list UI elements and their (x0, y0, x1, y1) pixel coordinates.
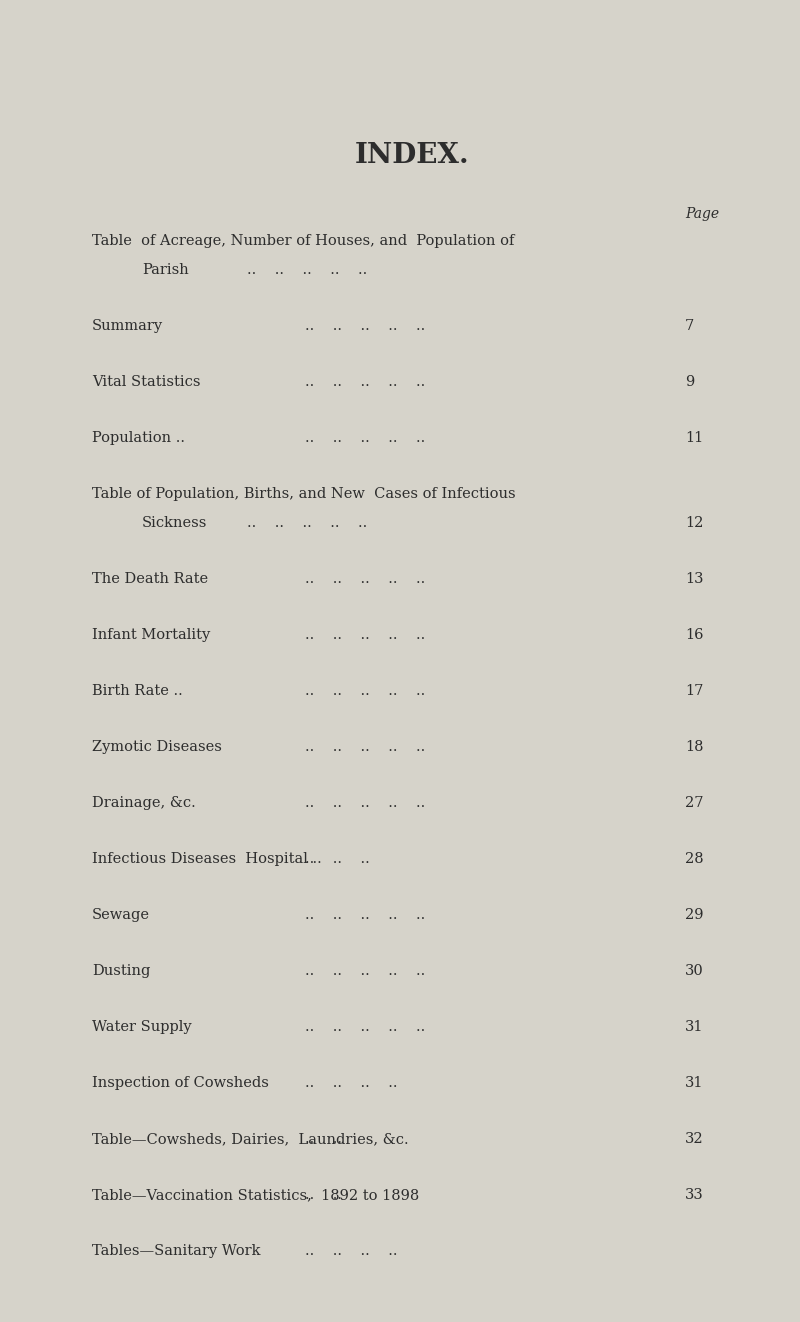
Text: 18: 18 (685, 740, 703, 755)
Text: Infant Mortality: Infant Mortality (92, 628, 210, 642)
Text: ..    ..    ..: .. .. .. (305, 853, 370, 866)
Text: ..    ..    ..    ..    ..: .. .. .. .. .. (305, 964, 426, 978)
Text: ..    ..    ..    ..    ..: .. .. .. .. .. (247, 516, 367, 530)
Text: Birth Rate ..: Birth Rate .. (92, 685, 182, 698)
Text: ..    ..: .. .. (305, 1188, 342, 1202)
Text: ..    ..    ..    ..    ..: .. .. .. .. .. (305, 685, 426, 698)
Text: 16: 16 (685, 628, 703, 642)
Text: ..    ..: .. .. (305, 1132, 342, 1146)
Text: Vital Statistics: Vital Statistics (92, 375, 201, 389)
Text: Zymotic Diseases: Zymotic Diseases (92, 740, 222, 755)
Text: INDEX.: INDEX. (355, 141, 470, 169)
Text: Summary: Summary (92, 319, 163, 333)
Text: 27: 27 (685, 796, 703, 810)
Text: 11: 11 (685, 431, 703, 446)
Text: Table—Cowsheds, Dairies,  Laundries, &c.: Table—Cowsheds, Dairies, Laundries, &c. (92, 1132, 409, 1146)
Text: ..    ..    ..    ..    ..: .. .. .. .. .. (305, 1021, 426, 1034)
Text: Dusting: Dusting (92, 964, 150, 978)
Text: 31: 31 (685, 1021, 703, 1034)
Text: Population ..: Population .. (92, 431, 185, 446)
Text: 9: 9 (685, 375, 694, 389)
Text: 17: 17 (685, 685, 703, 698)
Text: Table—Vaccination Statistics,  1892 to 1898: Table—Vaccination Statistics, 1892 to 18… (92, 1188, 419, 1202)
Text: Table of Population, Births, and New  Cases of Infectious: Table of Population, Births, and New Cas… (92, 486, 516, 501)
Text: Page: Page (685, 208, 719, 221)
Text: 30: 30 (685, 964, 704, 978)
Text: ..    ..    ..    ..    ..: .. .. .. .. .. (305, 572, 426, 586)
Text: ..    ..    ..    ..    ..: .. .. .. .. .. (305, 796, 426, 810)
Text: 32: 32 (685, 1132, 704, 1146)
Text: ..    ..    ..    ..    ..: .. .. .. .. .. (305, 908, 426, 923)
Text: ..    ..    ..    ..    ..: .. .. .. .. .. (305, 319, 426, 333)
Text: ..    ..    ..    ..: .. .. .. .. (305, 1244, 398, 1259)
Text: Table  of Acreage, Number of Houses, and  Population of: Table of Acreage, Number of Houses, and … (92, 234, 514, 249)
Text: Drainage, &c.: Drainage, &c. (92, 796, 196, 810)
Text: ..    ..    ..    ..    ..: .. .. .. .. .. (305, 628, 426, 642)
Text: ..    ..    ..    ..    ..: .. .. .. .. .. (247, 263, 367, 278)
Text: 29: 29 (685, 908, 703, 923)
Text: 31: 31 (685, 1076, 703, 1091)
Text: Infectious Diseases  Hospital ..: Infectious Diseases Hospital .. (92, 853, 322, 866)
Text: ..    ..    ..    ..: .. .. .. .. (305, 1076, 398, 1091)
Text: ..    ..    ..    ..    ..: .. .. .. .. .. (305, 740, 426, 755)
Text: ..    ..    ..    ..    ..: .. .. .. .. .. (305, 375, 426, 389)
Text: Sewage: Sewage (92, 908, 150, 923)
Text: 28: 28 (685, 853, 704, 866)
Text: The Death Rate: The Death Rate (92, 572, 208, 586)
Text: Tables—Sanitary Work: Tables—Sanitary Work (92, 1244, 261, 1259)
Text: Water Supply: Water Supply (92, 1021, 192, 1034)
Text: 12: 12 (685, 516, 703, 530)
Text: Sickness: Sickness (142, 516, 207, 530)
Text: 7: 7 (685, 319, 694, 333)
Text: 13: 13 (685, 572, 703, 586)
Text: Inspection of Cowsheds: Inspection of Cowsheds (92, 1076, 269, 1091)
Text: 33: 33 (685, 1188, 704, 1202)
Text: Parish: Parish (142, 263, 189, 278)
Text: ..    ..    ..    ..    ..: .. .. .. .. .. (305, 431, 426, 446)
